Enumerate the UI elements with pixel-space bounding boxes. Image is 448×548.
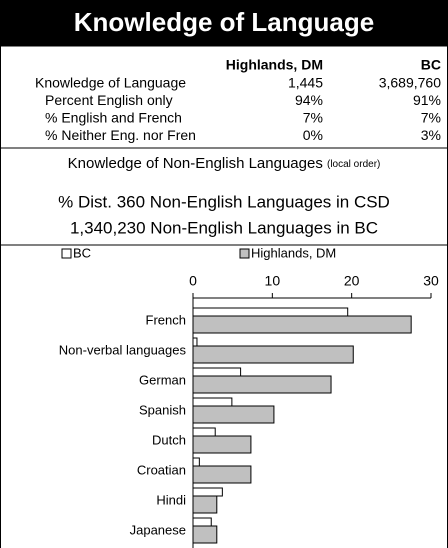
cell: 94% [295, 92, 323, 108]
cell: 3% [421, 127, 441, 143]
x-tick-label: 10 [265, 273, 281, 289]
bar [192, 525, 218, 544]
category-label: Japanese [130, 522, 186, 537]
cell: 1,445 [288, 75, 323, 91]
section-note: (local order) [327, 159, 380, 170]
category-label: French [146, 312, 186, 327]
x-tick-label: 30 [423, 273, 439, 289]
bar [192, 465, 252, 484]
category-label: Dutch [152, 432, 186, 447]
section-text: Knowledge of Non-English Languages [68, 155, 323, 172]
title-band [0, 0, 448, 46]
legend-swatch [61, 248, 72, 259]
column-header: BC [421, 57, 441, 73]
row-label: Percent English only [45, 92, 173, 108]
category-label: Spanish [139, 402, 186, 417]
bar [192, 345, 354, 364]
x-tick-label: 0 [189, 273, 197, 289]
bar [192, 427, 216, 437]
cell: 7% [421, 110, 441, 126]
bar [192, 315, 412, 334]
cell: 7% [303, 110, 323, 126]
bar [192, 405, 275, 424]
category-label: Non-verbal languages [59, 342, 187, 357]
bar [192, 367, 242, 377]
x-tick-label: 20 [344, 273, 360, 289]
row-label: Knowledge of Language [35, 75, 186, 91]
section-line: Knowledge of Non-English Languages (loca… [68, 155, 381, 172]
row-label: % Neither Eng. nor French [45, 127, 211, 143]
category-label: Croatian [137, 462, 186, 477]
page-title: Knowledge of Language [74, 7, 374, 37]
bar [192, 337, 198, 347]
category-label: Hindi [156, 492, 186, 507]
cell: 0% [303, 127, 323, 143]
bar [192, 517, 212, 527]
column-header: Highlands, DM [226, 57, 323, 73]
bar [192, 495, 218, 514]
bar [192, 457, 200, 467]
bar [192, 375, 332, 394]
legend-label: Highlands, DM [251, 245, 336, 260]
bar [192, 435, 252, 454]
section-line: 1,340,230 Non-English Languages in BC [70, 218, 378, 237]
section-line: % Dist. 360 Non-English Languages in CSD [58, 192, 390, 211]
row-label: % English and French [45, 110, 182, 126]
category-label: German [139, 372, 186, 387]
bar [192, 307, 349, 317]
bar [192, 487, 223, 497]
cell: 91% [413, 92, 441, 108]
legend-swatch [239, 248, 250, 259]
legend-label: BC [73, 245, 91, 260]
cell: 3,689,760 [379, 75, 441, 91]
bar [192, 397, 233, 407]
